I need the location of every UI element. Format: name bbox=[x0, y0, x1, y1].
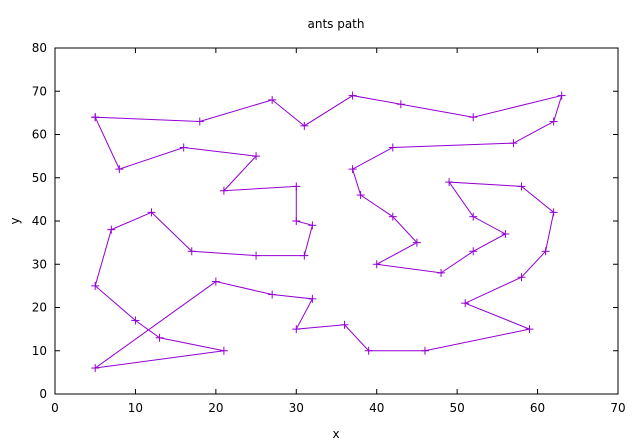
data-point bbox=[219, 186, 228, 195]
path-line bbox=[94, 94, 563, 369]
x-tick-label: 70 bbox=[610, 401, 625, 415]
x-tick-label: 40 bbox=[369, 401, 384, 415]
data-point bbox=[308, 294, 317, 303]
y-axis-title: y bbox=[8, 217, 22, 224]
data-point bbox=[348, 165, 357, 174]
y-tick-label: 80 bbox=[32, 41, 47, 55]
data-point bbox=[549, 208, 558, 217]
data-point bbox=[252, 251, 261, 260]
data-point bbox=[179, 143, 188, 152]
x-tick-label: 20 bbox=[208, 401, 223, 415]
data-point bbox=[131, 316, 140, 325]
data-point bbox=[557, 91, 566, 100]
data-point bbox=[107, 225, 116, 234]
data-point bbox=[509, 139, 518, 148]
y-tick-label: 60 bbox=[32, 128, 47, 142]
y-tick-label: 20 bbox=[32, 301, 47, 315]
data-point bbox=[525, 325, 534, 334]
data-point bbox=[268, 290, 277, 299]
data-point bbox=[396, 100, 405, 109]
y-tick-label: 50 bbox=[32, 171, 47, 185]
data-point bbox=[420, 346, 429, 355]
data-point bbox=[300, 251, 309, 260]
chart-title: ants path bbox=[307, 17, 364, 31]
x-tick-label: 30 bbox=[289, 401, 304, 415]
data-point bbox=[541, 247, 550, 256]
y-tick-label: 0 bbox=[39, 387, 47, 401]
x-tick-label: 10 bbox=[128, 401, 143, 415]
data-point bbox=[219, 346, 228, 355]
data-point bbox=[91, 281, 100, 290]
data-point bbox=[268, 95, 277, 104]
data-point bbox=[388, 143, 397, 152]
data-point bbox=[356, 191, 365, 200]
data-point bbox=[308, 221, 317, 230]
data-point bbox=[195, 117, 204, 126]
data-point bbox=[469, 247, 478, 256]
plot-area: 0 10 20 30 40 50 60 70 0 10 20 30 40 50 60 70 80 bbox=[32, 41, 626, 415]
data-point bbox=[549, 117, 558, 126]
data-point bbox=[348, 91, 357, 100]
data-point bbox=[187, 247, 196, 256]
data-point bbox=[412, 238, 421, 247]
data-point bbox=[517, 182, 526, 191]
y-tick-label: 10 bbox=[32, 344, 47, 358]
data-point bbox=[91, 364, 100, 373]
data-point bbox=[517, 273, 526, 282]
data-point bbox=[155, 333, 164, 342]
data-point bbox=[469, 212, 478, 221]
data-point bbox=[372, 260, 381, 269]
data-point bbox=[461, 299, 470, 308]
y-tick-label: 30 bbox=[32, 257, 47, 271]
data-point bbox=[364, 346, 373, 355]
data-point bbox=[437, 268, 446, 277]
x-tick-label: 0 bbox=[51, 401, 59, 415]
data-point bbox=[388, 212, 397, 221]
data-point bbox=[91, 113, 100, 122]
x-tick-label: 50 bbox=[450, 401, 465, 415]
data-point bbox=[300, 121, 309, 130]
data-point bbox=[445, 178, 454, 187]
x-tick-label: 60 bbox=[530, 401, 545, 415]
y-tick-label: 70 bbox=[32, 84, 47, 98]
data-point bbox=[292, 325, 301, 334]
data-point bbox=[211, 277, 220, 286]
y-tick-label: 40 bbox=[32, 214, 47, 228]
data-point bbox=[115, 165, 124, 174]
data-point bbox=[252, 152, 261, 161]
data-point bbox=[292, 182, 301, 191]
x-axis-title: x bbox=[332, 427, 339, 441]
data-point bbox=[340, 320, 349, 329]
data-point bbox=[147, 208, 156, 217]
data-point bbox=[501, 229, 510, 238]
data-point bbox=[292, 217, 301, 225]
data-point bbox=[469, 113, 478, 122]
